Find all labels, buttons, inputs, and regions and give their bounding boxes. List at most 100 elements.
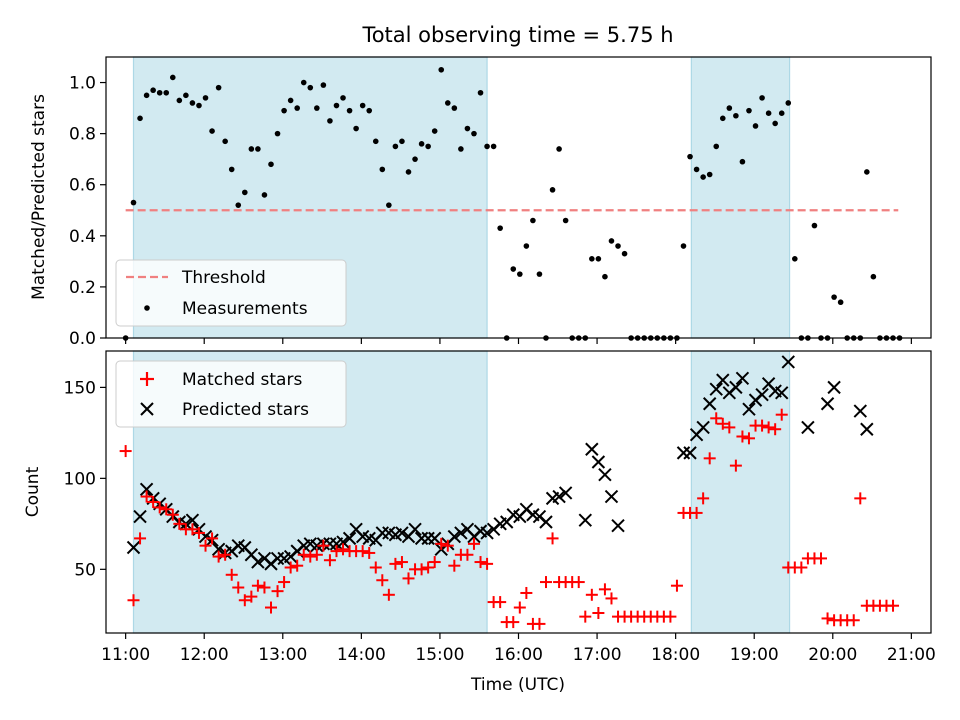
measurement-point	[438, 66, 445, 73]
predicted-star-point	[552, 489, 566, 504]
legend-matched-swatch	[140, 372, 154, 386]
measurement-point	[189, 100, 196, 106]
measurement-point	[444, 100, 451, 106]
predicted-star-point	[342, 531, 357, 546]
measurement-point	[785, 100, 792, 106]
matched-star-point	[507, 616, 520, 629]
predicted-star-point	[820, 397, 835, 411]
observing-interval-1	[690, 350, 791, 634]
measurement-point	[274, 130, 281, 137]
predicted-star-point	[729, 380, 743, 395]
predicted-star-point	[755, 387, 769, 402]
predicted-star-point	[539, 515, 553, 529]
legend-measurements-swatch	[144, 305, 150, 311]
matched-star-point	[232, 581, 245, 594]
measurement-point	[235, 202, 242, 208]
measurement-point	[261, 192, 268, 198]
matched-star-point	[664, 610, 677, 623]
measurement-point	[464, 125, 471, 132]
matched-star-point	[382, 588, 395, 601]
x-tick-label: 14:00	[337, 645, 386, 665]
matched-star-point	[546, 532, 559, 545]
matched-star-point	[251, 579, 264, 592]
measurement-point	[752, 123, 759, 129]
x-tick-label: 13:00	[258, 645, 307, 665]
count-legend: Matched stars Predicted stars	[115, 360, 347, 428]
x-axis-label: Time (UTC)	[470, 675, 565, 695]
x-tick-label: 11:00	[101, 645, 150, 665]
predicted-star-point	[702, 397, 717, 411]
predicted-star-point	[696, 420, 710, 435]
measurement-point	[870, 273, 877, 280]
y-tick-label: 0.6	[69, 176, 96, 196]
predicted-star-point	[683, 446, 697, 460]
matched-star-point	[847, 614, 860, 627]
measurement-point	[156, 89, 163, 96]
predicted-star-point	[211, 542, 226, 557]
matched-star-point	[703, 452, 716, 465]
y-tick-label: 1.0	[69, 74, 96, 94]
measurement-point	[739, 158, 746, 165]
matched-star-point	[369, 561, 382, 574]
predicted-star-point	[716, 373, 730, 387]
measurement-point	[359, 102, 366, 109]
measurement-point	[562, 217, 569, 224]
matched-star-point	[271, 585, 284, 598]
y-tick-label: 50	[74, 560, 96, 580]
matched-star-point	[186, 523, 199, 536]
measurement-point	[399, 138, 405, 145]
matched-star-point	[119, 445, 132, 458]
matched-star-point	[245, 590, 258, 603]
matched-star-point	[330, 545, 343, 558]
matched-star-point	[690, 506, 703, 519]
matched-star-point	[572, 576, 585, 589]
matched-star-point	[291, 559, 304, 572]
matched-star-point	[710, 412, 723, 425]
measurement-point	[778, 110, 785, 116]
measurement-point	[222, 138, 228, 145]
matched-star-point	[192, 526, 205, 539]
measurement-point	[215, 84, 222, 91]
measurement-point	[589, 256, 595, 262]
predicted-star-point	[185, 513, 200, 527]
matched-star-point	[337, 543, 350, 556]
matched-star-point	[729, 459, 742, 472]
matched-star-point	[742, 432, 755, 445]
matched-star-point	[127, 594, 140, 607]
predicted-star-point	[408, 522, 422, 537]
matched-star-point	[278, 576, 291, 589]
matched-star-point	[579, 610, 592, 623]
measurement-point	[412, 156, 418, 162]
measurement-point	[549, 187, 556, 193]
measurement-point	[425, 143, 431, 150]
matched-star-point	[716, 417, 729, 430]
matched-star-point	[140, 490, 153, 503]
matched-star-point	[166, 508, 179, 521]
x-tick-label: 17:00	[573, 645, 622, 665]
measurement-point	[353, 125, 359, 132]
matched-star-point	[605, 592, 618, 605]
measurement-point	[759, 95, 765, 101]
matched-star-point	[821, 612, 834, 625]
y-tick-label: 0.4	[69, 227, 96, 247]
predicted-star-point	[480, 526, 494, 540]
measurement-point	[713, 143, 720, 150]
matched-star-point	[173, 517, 186, 530]
measurement-point	[536, 271, 543, 277]
predicted-star-point	[578, 513, 592, 527]
matched-star-point	[775, 408, 788, 421]
measurement-point	[137, 115, 143, 122]
matched-star-point	[160, 503, 173, 516]
matched-star-point	[225, 568, 238, 581]
matched-star-point	[481, 557, 494, 570]
matched-star-point	[670, 579, 683, 592]
measurement-point	[451, 105, 458, 111]
measurement-point	[510, 266, 517, 272]
matched-star-point	[435, 537, 448, 550]
y-tick-label: 100	[64, 469, 96, 489]
measurement-point	[242, 189, 248, 196]
measurement-point	[687, 153, 693, 160]
measurement-point	[608, 238, 615, 244]
measurement-point	[372, 138, 379, 145]
